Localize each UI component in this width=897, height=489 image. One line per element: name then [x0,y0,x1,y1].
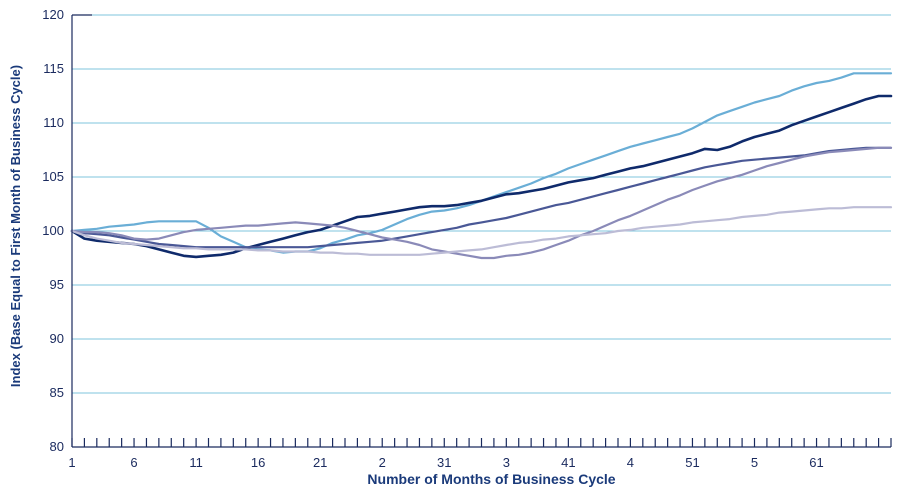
y-tick-labels: 80 85 90 95 100 105 110 115 120 [42,7,64,454]
x-tick-label-7: 3 [503,455,510,470]
series-line-3 [70,146,893,249]
x-tick-label-0: 1 [68,455,75,470]
x-tick-label-4: 21 [313,455,327,470]
series-line-1 [70,72,893,254]
x-tick-label-10: 51 [685,455,699,470]
y-tick-label-90: 90 [50,331,64,346]
x-tick-label-5: 2 [379,455,386,470]
series-lines [70,72,893,260]
y-axis-title: Index (Base Equal to First Month of Busi… [8,65,23,387]
y-tick-label-120: 120 [42,7,64,22]
y-tick-label-85: 85 [50,385,64,400]
gridlines [72,14,891,394]
y-tick-label-110: 110 [43,115,64,130]
x-tick-label-2: 11 [189,455,203,470]
x-tick-label-3: 16 [251,455,265,470]
x-tick-label-1: 6 [130,455,137,470]
x-tick-label-12: 61 [809,455,823,470]
series-line-4 [70,146,893,260]
y-tick-label-80: 80 [50,439,64,454]
x-axis-title: Number of Months of Business Cycle [367,471,615,487]
y-tick-label-95: 95 [50,277,64,292]
x-tick-label-11: 5 [751,455,758,470]
x-tick-label-9: 4 [627,455,634,470]
x-minor-ticks [71,438,892,447]
x-tick-label-8: 41 [561,455,575,470]
y-tick-label-115: 115 [43,61,64,76]
x-tick-labels: 1 6 11 16 21 2 31 3 41 4 51 5 61 [68,455,823,470]
series-line-2 [70,94,893,259]
y-tick-label-100: 100 [42,223,64,238]
y-tick-label-105: 105 [42,169,64,184]
series-line-5 [70,206,893,256]
x-tick-label-6: 31 [437,455,451,470]
